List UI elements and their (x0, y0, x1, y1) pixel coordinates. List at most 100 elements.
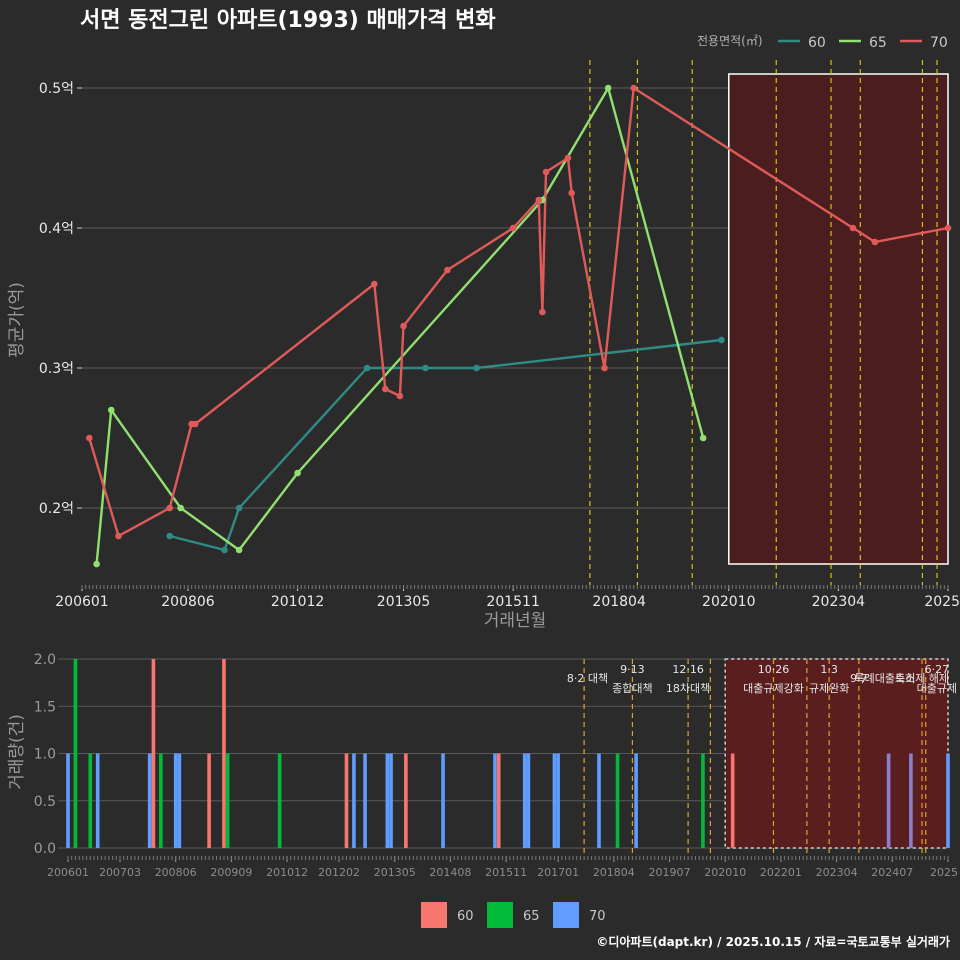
bottom-y-tick-label-3: 1.5 (34, 699, 56, 715)
bottom-x-tick-label-9: 201701 (537, 866, 579, 879)
top-y-tick-label-0: 0.2억 (39, 501, 74, 517)
point-65-7 (699, 434, 707, 442)
bottom-x-tick-label-16: 2025 (930, 866, 958, 879)
bottom-y-tick-label-2: 1.0 (34, 747, 56, 763)
bottom-x-tick-label-3: 200909 (210, 866, 252, 879)
point-60-6 (718, 336, 725, 344)
annotation-label-6: 특례대출축소 (854, 672, 915, 685)
top-y-tick-label-3: 0.5억 (39, 81, 74, 97)
top-legend-label-65: 65 (869, 35, 887, 51)
bottom-legend: 60 65 70 (421, 902, 606, 928)
bar-60-5 (151, 659, 156, 848)
bar-65-11 (225, 753, 230, 848)
bottom-x-tick-label-2: 200806 (155, 866, 197, 879)
bottom-x-minor-ticks (67, 856, 949, 860)
bottom-y-tick-label-0: 0.0 (34, 841, 56, 857)
point-65-4 (294, 469, 301, 477)
bottom-x-tick-label-12: 202010 (704, 866, 746, 879)
bottom-policy-annotations: 8·2 대책 9·13 종합대책 12·16 18차대책 10·26 대출규제강화 1·3 규제… (567, 663, 957, 695)
top-y-ticks: 0.2억 0.3억 0.4억 0.5억 (39, 81, 82, 517)
bar-65-6 (159, 753, 163, 848)
bar-70-19 (441, 753, 445, 848)
bar-70-4 (147, 753, 152, 848)
bar-70-25 (556, 753, 560, 848)
bottom-x-tick-label-11: 201907 (649, 866, 691, 879)
annotation-date-2: 12·16 (672, 663, 704, 676)
bar-60-10 (222, 659, 226, 848)
annotation-date-3: 10·26 (758, 663, 790, 676)
bar-60-18 (404, 753, 408, 848)
top-y-axis-title: 평균가(억) (7, 282, 27, 358)
bar-60-21 (496, 753, 501, 848)
point-65-3 (235, 546, 243, 554)
bottom-x-tick-label-1: 200703 (99, 866, 141, 879)
bar-60-9 (207, 753, 211, 848)
point-70-20 (944, 224, 952, 232)
point-70-7 (396, 392, 404, 400)
bar-65-2 (88, 753, 93, 848)
top-x-tick-label-2: 201012 (271, 594, 324, 610)
point-60-0 (166, 532, 173, 540)
annotation-label-8: 대출규제 (917, 682, 957, 695)
bottom-legend-label-60: 60 (457, 909, 474, 924)
point-70-0 (86, 434, 93, 442)
bar-60-30 (730, 753, 735, 848)
top-x-tick-label-8: 2025 (924, 594, 960, 610)
annotation-label-5: 9·7 (850, 672, 868, 685)
point-60-1 (221, 546, 228, 554)
top-highlight-box (728, 73, 949, 565)
bar-65-12 (277, 753, 282, 848)
top-x-ticks: 200601 200806 201012 201305 201511 201804 2020… (55, 585, 960, 610)
top-highlight-region (728, 73, 949, 565)
bar-70-14 (352, 753, 356, 848)
bottom-x-tick-label-6: 201305 (374, 866, 416, 879)
point-70-6 (381, 385, 389, 393)
top-x-tick-label-4: 201511 (486, 594, 539, 610)
top-series-points (86, 84, 952, 568)
bottom-y-axis-title: 거래량(건) (7, 714, 27, 790)
point-70-16 (601, 364, 608, 372)
bottom-legend-key-60 (421, 902, 447, 928)
annotation-label-3: 대출규제강화 (743, 682, 804, 695)
bottom-x-tick-label-0: 200601 (47, 866, 89, 879)
bar-70-33 (946, 753, 950, 848)
point-65-6 (604, 84, 612, 92)
bar-65-27 (615, 753, 620, 848)
top-y-tick-label-1: 0.3억 (39, 361, 74, 377)
bar-70-20 (493, 753, 497, 848)
bar-70-15 (363, 753, 367, 848)
annotation-date-1: 9·13 (620, 663, 645, 676)
point-70-14 (564, 154, 572, 162)
point-70-2 (166, 504, 173, 512)
annotation-label-1: 종합대책 (612, 682, 652, 695)
bar-70-7 (173, 753, 178, 848)
point-70-8 (400, 322, 407, 330)
bar-70-0 (66, 753, 70, 848)
bottom-policy-lines (583, 659, 927, 858)
annotation-label-2: 18차대책 (666, 682, 710, 695)
top-price-panel: 0.2억 0.3억 0.4억 0.5억 200601 200806 201012 20130… (7, 34, 960, 631)
point-70-19 (871, 238, 879, 246)
bottom-x-tick-label-13: 202201 (760, 866, 802, 879)
footer-credit: ©디아파트(dapt.kr) / 2025.10.15 / 자료=국토교통부 실… (596, 934, 950, 949)
bottom-volume-panel: 8·2 대책 9·13 종합대책 12·16 18차대책 10·26 대출규제강화 1·3 규제… (7, 652, 958, 928)
top-legend-title: 전용면적(㎡) (697, 34, 763, 48)
annotation-label-7: 토허제 해제 (895, 671, 949, 685)
annotation-date-4: 1·3 (820, 663, 838, 676)
bottom-x-tick-label-4: 201012 (266, 866, 308, 879)
point-60-2 (235, 504, 243, 512)
bar-70-24 (552, 753, 557, 848)
point-60-3 (363, 364, 371, 372)
bottom-legend-label-70: 70 (589, 909, 606, 924)
point-65-2 (177, 504, 184, 512)
bottom-x-tick-label-15: 202407 (871, 866, 913, 879)
top-x-tick-label-6: 202010 (702, 594, 755, 610)
point-70-4 (191, 420, 199, 428)
annotation-date-8: 6·27 (925, 663, 950, 676)
point-60-4 (422, 364, 429, 372)
bottom-legend-key-70 (553, 902, 579, 928)
bottom-x-tick-label-5: 201202 (318, 866, 360, 879)
bottom-bars (66, 659, 950, 848)
bar-70-23 (526, 753, 531, 848)
